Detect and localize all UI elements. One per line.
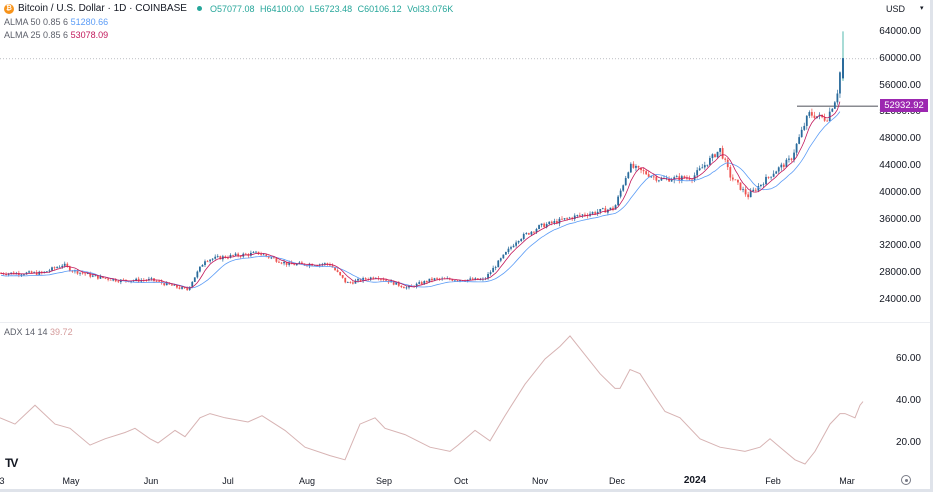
alma25-legend[interactable]: ALMA 25 0.85 6 53078.09 bbox=[4, 30, 108, 40]
price-tick-label: 28000.00 bbox=[879, 267, 921, 279]
price-tick-label: 44000.00 bbox=[879, 160, 921, 171]
low-value: L56723.48 bbox=[309, 3, 353, 14]
high-value: H64100.00 bbox=[260, 3, 305, 14]
adx-label: ADX 14 14 bbox=[4, 327, 48, 337]
symbol-title[interactable]: Bitcoin / U.S. Dollar · 1D · COINBASE bbox=[18, 3, 187, 14]
market-status-icon bbox=[196, 6, 202, 11]
time-axis-label: Nov bbox=[531, 476, 549, 486]
price-tick-label: 40000.00 bbox=[879, 186, 921, 198]
bitcoin-icon: ₿ bbox=[4, 3, 14, 14]
price-tick-label: 48000.00 bbox=[879, 133, 921, 145]
chevron-down-icon[interactable]: ▾ bbox=[920, 5, 924, 12]
close-value: C60106.12 bbox=[357, 3, 402, 14]
time-axis-label: May bbox=[62, 476, 80, 486]
time-axis-label: Jun bbox=[143, 476, 159, 486]
adx-line-chart[interactable] bbox=[0, 323, 878, 465]
bottom-border bbox=[0, 489, 933, 492]
price-tick-label: 60000.00 bbox=[879, 52, 921, 64]
adx-tick-label: 20.00 bbox=[895, 437, 921, 448]
price-pane[interactable] bbox=[0, 0, 878, 322]
alma50-label: ALMA 50 0.85 6 bbox=[4, 17, 69, 27]
time-axis-label: Feb bbox=[765, 476, 781, 486]
currency-selector[interactable]: USD bbox=[886, 4, 906, 14]
pane-divider[interactable] bbox=[0, 322, 933, 323]
current-price-tag: 52932.92 bbox=[880, 99, 928, 112]
alma25-value: 53078.09 bbox=[70, 30, 109, 40]
adx-tick-label: 40.00 bbox=[895, 395, 921, 406]
price-tick-label: 64000.00 bbox=[879, 26, 921, 37]
open-value: O57077.08 bbox=[209, 3, 255, 14]
time-axis-label: Oct bbox=[453, 476, 469, 486]
volume-value: Vol33.076K bbox=[407, 3, 454, 14]
adx-tick-label: 60.00 bbox=[895, 353, 921, 364]
symbol-legend[interactable]: ₿ Bitcoin / U.S. Dollar · 1D · COINBASE … bbox=[4, 3, 456, 14]
price-tick-label: 32000.00 bbox=[879, 240, 921, 252]
time-axis-label: Sep bbox=[375, 476, 393, 486]
settings-icon[interactable] bbox=[901, 475, 911, 485]
adx-value: 39.72 bbox=[50, 327, 73, 337]
alma25-label: ALMA 25 0.85 6 bbox=[4, 30, 69, 40]
time-axis-label: Jul bbox=[222, 476, 234, 486]
price-tick-label: 56000.00 bbox=[879, 79, 921, 91]
alma50-legend[interactable]: ALMA 50 0.85 6 51280.66 bbox=[4, 17, 108, 27]
ohlc-values: O57077.08 H64100.00 L56723.48 C60106.12 … bbox=[210, 4, 456, 14]
price-tick-label: 36000.00 bbox=[879, 213, 921, 225]
tradingview-logo-icon[interactable]: TV bbox=[5, 456, 18, 470]
time-axis-label: 3 bbox=[0, 476, 5, 486]
alma50-value: 51280.66 bbox=[70, 17, 109, 27]
candlestick-chart[interactable] bbox=[0, 0, 878, 322]
time-axis-label: 2024 bbox=[683, 475, 707, 486]
time-axis-label: Dec bbox=[608, 476, 626, 486]
time-axis-label: Mar bbox=[839, 476, 855, 486]
price-tick-label: 24000.00 bbox=[879, 294, 921, 305]
right-border bbox=[930, 0, 933, 492]
adx-legend[interactable]: ADX 14 14 39.72 bbox=[4, 327, 73, 337]
time-axis-label: Aug bbox=[298, 476, 316, 486]
adx-pane[interactable] bbox=[0, 323, 878, 465]
